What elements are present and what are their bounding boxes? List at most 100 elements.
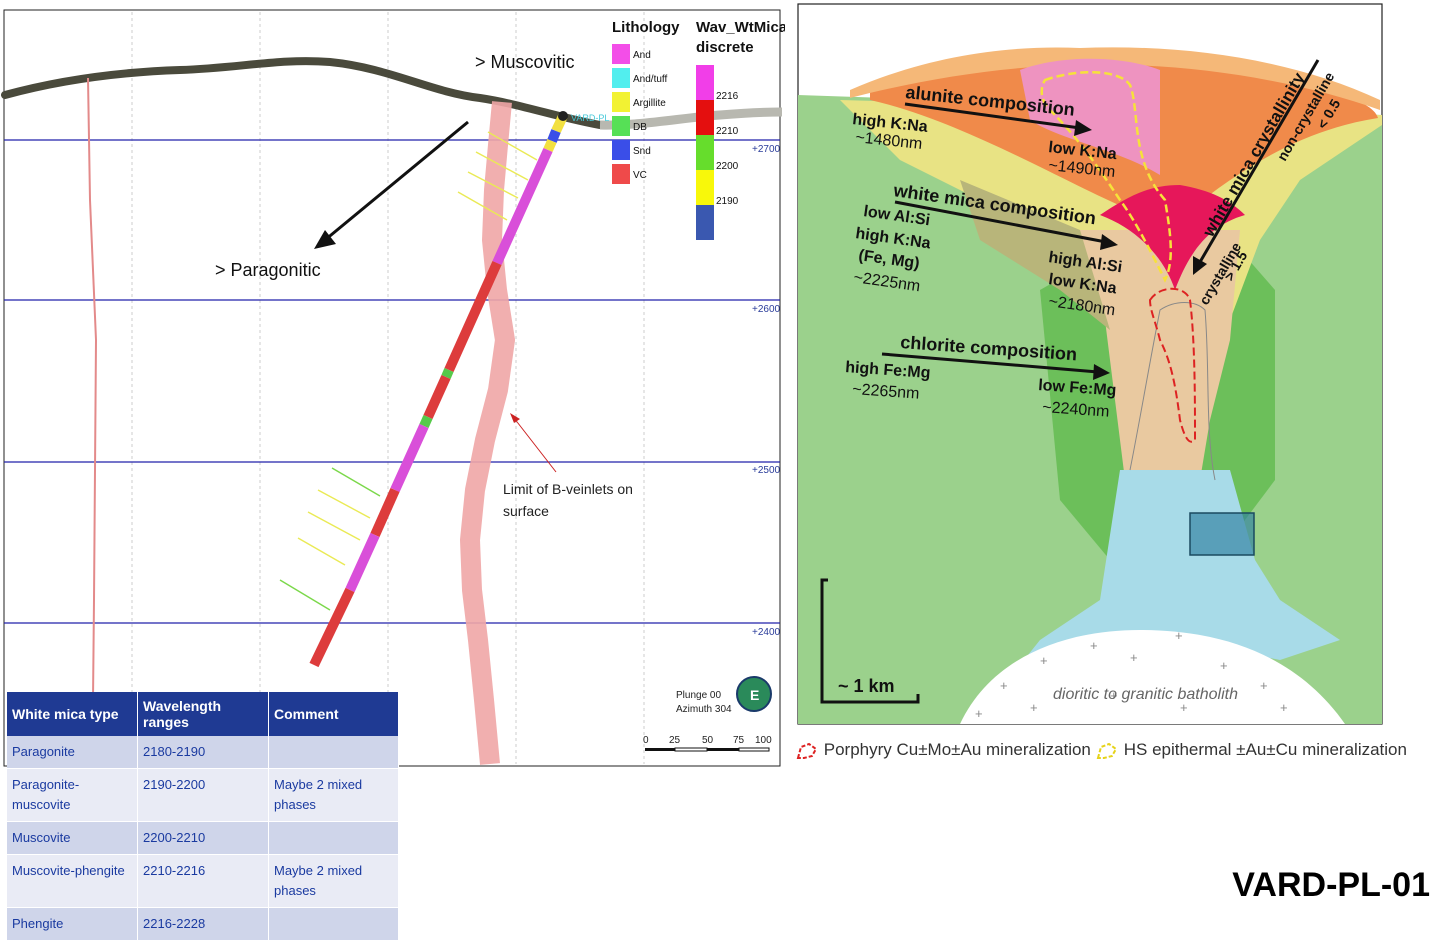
kaolinite-zone: [1020, 58, 1160, 175]
plunge-text: Plunge 00: [676, 690, 721, 701]
header-comment: Comment: [268, 692, 399, 736]
pink-trace: [87, 77, 98, 701]
collar-label: VARD-PL: [571, 113, 609, 123]
elevation-label-2500: +2500: [752, 465, 781, 476]
elevation-label-2400: +2400: [752, 627, 781, 638]
table-row: Paragonite 2180-2190: [7, 736, 399, 769]
porphyry-legend-item: Porphyry Cu±Mo±Au mineralization: [795, 740, 1091, 761]
chlorite-arrow-head: [1093, 364, 1110, 380]
cell-comment: [268, 736, 399, 769]
alunite-halo: [850, 47, 1380, 110]
azimuth-text: Azimuth 304: [676, 704, 732, 715]
cell-range: 2210-2216: [137, 854, 269, 908]
porphyry-model-panel: +++ +++ +++ +++ alunite composition high…: [797, 3, 1383, 725]
svg-text:+: +: [1000, 678, 1008, 693]
cell-type: Phengite: [7, 907, 138, 941]
porphyry-stock-outline: [1129, 302, 1216, 481]
sericitic-zone: [1080, 230, 1240, 545]
b-veinlet-limit: [460, 101, 515, 765]
hs-legend-item: HS epithermal ±Au±Cu mineralization: [1095, 740, 1407, 761]
wavmica-title-line1: Wav_WtMica: [696, 19, 785, 36]
collar-marker: [558, 111, 568, 121]
veinlet-label-line1: Limit of B-veinlets on: [503, 481, 633, 497]
svg-text:+: +: [1280, 700, 1288, 715]
table-header-row: White mica type Wavelength ranges Commen…: [7, 692, 399, 736]
target-box: [1189, 512, 1255, 556]
mica-arrow: [894, 200, 1107, 244]
topography-surface-extension: [599, 107, 783, 130]
batholith: [960, 630, 1345, 724]
veinlet-pointer: [513, 417, 557, 473]
svg-text:75: 75: [733, 735, 745, 746]
cell-comment: [268, 907, 399, 941]
svg-text:+: +: [1110, 688, 1118, 703]
mica-ticks: [279, 131, 538, 611]
chlorite-right-2: ~2240nm: [1042, 399, 1110, 421]
elevation-lines: [4, 139, 780, 624]
table-row: Muscovite-phengite 2210-2216 Maybe 2 mix…: [7, 854, 399, 908]
chlorite-right-1: low Fe:Mg: [1038, 377, 1117, 399]
cell-range: 2190-2200: [137, 768, 269, 822]
hs-legend-label: HS epithermal ±Au±Cu mineralization: [1123, 740, 1407, 759]
transition-zone: [960, 180, 1110, 330]
table-row: Paragonite-muscovite 2190-2200 Maybe 2 m…: [7, 768, 399, 822]
mineralization-legend: Porphyry Cu±Mo±Au mineralization HS epit…: [795, 738, 1415, 766]
table-row: Phengite 2216-2228: [7, 907, 399, 941]
svg-text:And/tuff: And/tuff: [633, 74, 668, 85]
header-mica-type: White mica type: [7, 692, 138, 736]
svg-text:DB: DB: [633, 122, 647, 133]
batholith-crosses: + + + + + + + + + + + +: [975, 628, 1288, 721]
alunite-right-2: ~1490nm: [1048, 157, 1117, 181]
alunite-arrow-head: [1074, 120, 1092, 136]
cell-range: 2200-2210: [137, 821, 269, 855]
cell-type: Muscovite: [7, 821, 138, 855]
batholith-label: dioritic to granitic batholith: [1053, 686, 1238, 703]
muscovitic-label: > Muscovitic: [475, 52, 575, 72]
svg-text:+: +: [1220, 658, 1228, 673]
crystallinity-arrow-head: [1193, 256, 1207, 275]
cell-type: Paragonite-muscovite: [7, 768, 138, 822]
cell-range: 2216-2228: [137, 907, 269, 941]
wavmica-title-line2: discrete: [696, 39, 754, 56]
chlorite-left-1: high Fe:Mg: [845, 359, 931, 382]
alunite-arrow: [904, 102, 1081, 130]
chlorite-arrow: [881, 352, 1099, 374]
vertical-gridlines: [131, 12, 645, 764]
paragonitic-arrow-head: [314, 230, 336, 249]
pyrophyllite-core: [1100, 185, 1245, 290]
svg-text:50: 50: [702, 735, 714, 746]
drillhole-trace: [309, 113, 568, 668]
cell-comment: Maybe 2 mixed phases: [268, 854, 399, 908]
cell-range: 2180-2190: [137, 736, 269, 769]
hs-epithermal-outline: [1040, 71, 1173, 283]
svg-text:Argillite: Argillite: [633, 98, 666, 109]
lithology-legend: And And/tuff Argillite DB Snd VC: [612, 44, 668, 184]
paragonitic-label: > Paragonitic: [215, 260, 321, 280]
porphyry-legend-label: Porphyry Cu±Mo±Au mineralization: [823, 740, 1091, 759]
svg-text:100: 100: [755, 735, 772, 746]
potassic-zone: [1000, 470, 1340, 690]
porphyry-outline-icon: [796, 742, 818, 759]
wavmica-tick-2190: 2190: [716, 196, 739, 207]
crystallinity-arrow: [1198, 59, 1320, 263]
svg-text:0: 0: [643, 735, 649, 746]
elevation-label-2600: +2600: [752, 304, 781, 315]
model-scale-bracket: [820, 578, 920, 704]
wavmica-tick-2200: 2200: [716, 161, 739, 172]
wavmica-colorbar: [696, 65, 714, 240]
elevation-label-2700: +2700: [752, 144, 781, 155]
porphyry-outline: [1148, 287, 1197, 443]
wavmica-tick-2210: 2210: [716, 126, 739, 137]
svg-text:+: +: [1175, 628, 1183, 643]
header-wavelength: Wavelength ranges: [137, 692, 269, 736]
svg-text:+: +: [1040, 653, 1048, 668]
lithology-title: Lithology: [612, 19, 680, 36]
table-row: Muscovite 2200-2210: [7, 821, 399, 855]
compass-globe-icon: [736, 676, 772, 712]
paragonitic-arrow: [324, 120, 469, 242]
drillhole-id: VARD-PL-01: [1232, 866, 1430, 904]
svg-text:VC: VC: [633, 170, 647, 181]
svg-text:+: +: [1030, 700, 1038, 715]
cell-comment: [268, 821, 399, 855]
svg-text:+: +: [1260, 678, 1268, 693]
